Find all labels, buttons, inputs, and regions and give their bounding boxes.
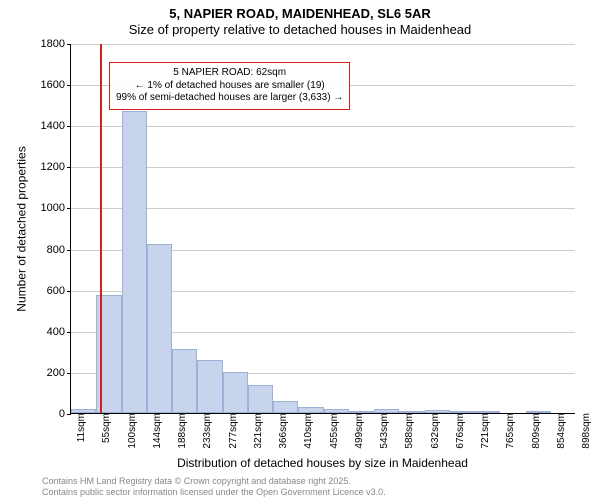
annotation-line3: 99% of semi-detached houses are larger (…	[116, 92, 343, 105]
annotation-line1: 5 NAPIER ROAD: 62sqm	[116, 67, 343, 80]
chart-title-line1: 5, NAPIER ROAD, MAIDENHEAD, SL6 5AR	[0, 6, 600, 21]
histogram-chart: 5, NAPIER ROAD, MAIDENHEAD, SL6 5AR Size…	[0, 0, 600, 500]
histogram-bar	[248, 385, 273, 413]
ytick-label: 1600	[41, 79, 71, 91]
subject-marker-line	[100, 44, 102, 413]
footer-line1: Contains HM Land Registry data © Crown c…	[42, 476, 351, 486]
xtick-label: 721sqm	[478, 413, 491, 449]
histogram-bar	[197, 360, 222, 413]
xtick-label: 410sqm	[301, 413, 314, 449]
xtick-label: 321sqm	[251, 413, 264, 449]
y-axis-label: Number of detached properties	[15, 146, 29, 311]
ytick-label: 400	[47, 326, 71, 338]
histogram-bar	[223, 372, 248, 413]
xtick-label: 765sqm	[503, 413, 516, 449]
annotation-line2: ← 1% of detached houses are smaller (19)	[116, 80, 343, 93]
histogram-bar	[147, 244, 172, 413]
xtick-label: 898sqm	[579, 413, 592, 449]
footer-line2: Contains public sector information licen…	[42, 487, 386, 497]
histogram-bar	[273, 401, 298, 413]
annotation-box: 5 NAPIER ROAD: 62sqm← 1% of detached hou…	[109, 62, 350, 110]
gridline-h	[71, 44, 575, 45]
histogram-bar	[122, 111, 147, 413]
ytick-label: 0	[59, 408, 71, 420]
xtick-label: 588sqm	[402, 413, 415, 449]
xtick-label: 100sqm	[125, 413, 138, 449]
xtick-label: 455sqm	[327, 413, 340, 449]
xtick-label: 144sqm	[150, 413, 163, 449]
x-axis-label: Distribution of detached houses by size …	[70, 456, 575, 470]
xtick-label: 854sqm	[554, 413, 567, 449]
ytick-label: 1200	[41, 161, 71, 173]
ytick-label: 800	[47, 244, 71, 256]
ytick-label: 1400	[41, 120, 71, 132]
xtick-label: 11sqm	[74, 413, 87, 442]
xtick-label: 55sqm	[99, 413, 112, 443]
plot-area: 02004006008001000120014001600180011sqm55…	[70, 44, 575, 414]
ytick-label: 200	[47, 367, 71, 379]
chart-title-line2: Size of property relative to detached ho…	[0, 22, 600, 37]
xtick-label: 543sqm	[377, 413, 390, 449]
histogram-bar	[172, 349, 197, 413]
xtick-label: 499sqm	[352, 413, 365, 449]
xtick-label: 366sqm	[276, 413, 289, 449]
xtick-label: 632sqm	[428, 413, 441, 449]
ytick-label: 1000	[41, 202, 71, 214]
xtick-label: 809sqm	[529, 413, 542, 449]
ytick-label: 1800	[41, 38, 71, 50]
xtick-label: 676sqm	[453, 413, 466, 449]
ytick-label: 600	[47, 285, 71, 297]
xtick-label: 188sqm	[175, 413, 188, 449]
xtick-label: 277sqm	[226, 413, 239, 449]
y-axis-label-container: Number of detached properties	[14, 44, 30, 414]
xtick-label: 233sqm	[200, 413, 213, 449]
